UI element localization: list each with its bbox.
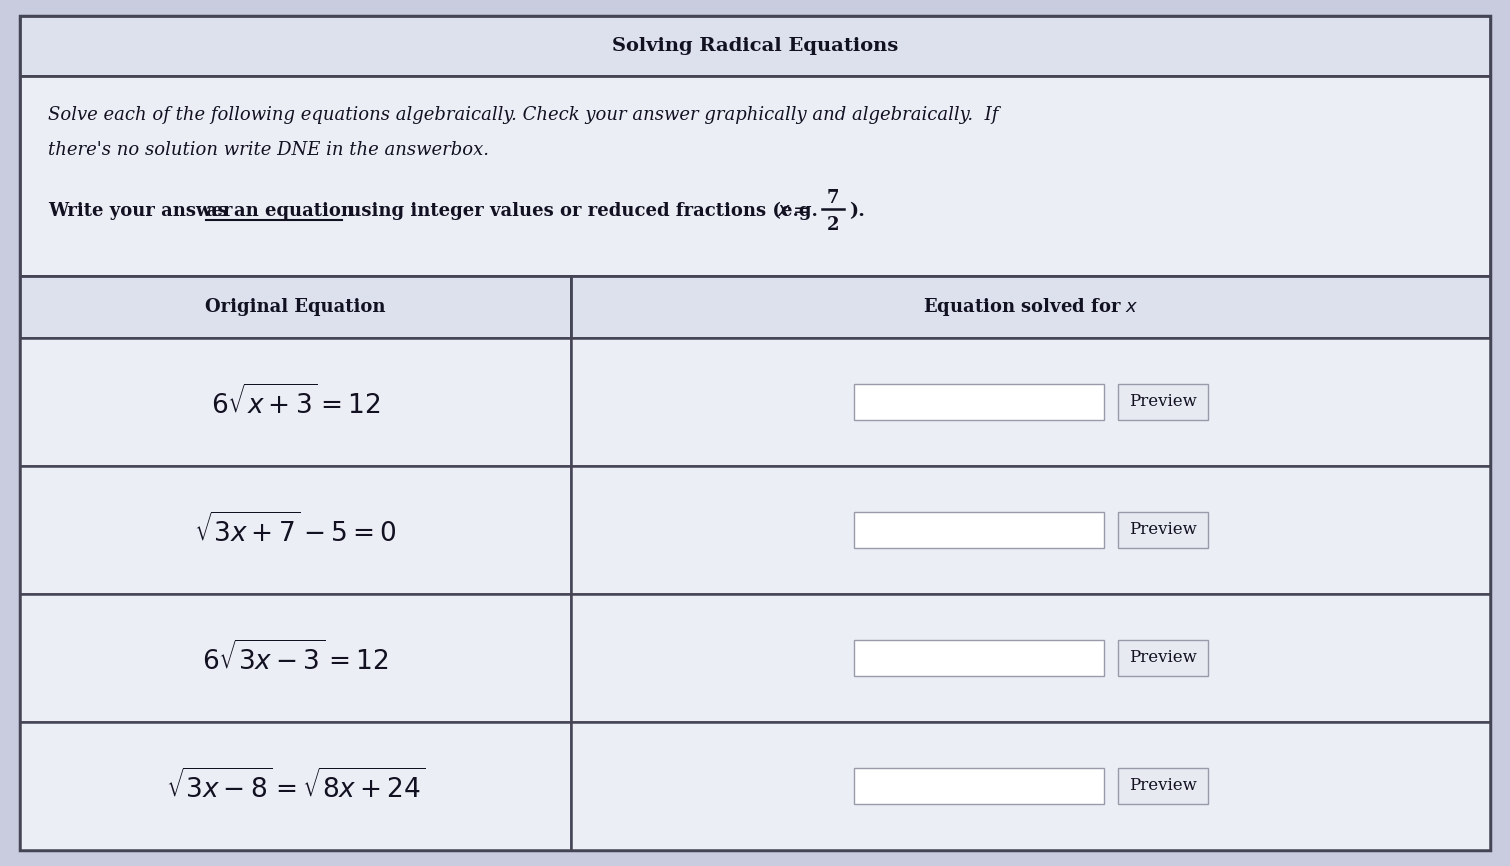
FancyBboxPatch shape xyxy=(853,640,1104,676)
Text: $\sqrt{3x + 7} - 5 = 0$: $\sqrt{3x + 7} - 5 = 0$ xyxy=(195,513,397,547)
Text: $6\sqrt{3x - 3} = 12$: $6\sqrt{3x - 3} = 12$ xyxy=(202,641,388,675)
FancyBboxPatch shape xyxy=(1117,640,1208,676)
FancyBboxPatch shape xyxy=(571,466,1490,594)
Text: Write your answer: Write your answer xyxy=(48,202,239,220)
Text: Original Equation: Original Equation xyxy=(205,298,387,316)
FancyBboxPatch shape xyxy=(20,338,571,466)
Text: ).: ). xyxy=(849,202,865,220)
FancyBboxPatch shape xyxy=(853,512,1104,548)
FancyBboxPatch shape xyxy=(571,722,1490,850)
FancyBboxPatch shape xyxy=(20,594,571,722)
Text: 7: 7 xyxy=(827,189,840,207)
Text: Preview: Preview xyxy=(1128,521,1196,539)
Text: as an equation: as an equation xyxy=(205,202,353,220)
Text: Equation solved for $\mathit{x}$: Equation solved for $\mathit{x}$ xyxy=(923,296,1139,318)
Text: using integer values or reduced fractions (e.g.: using integer values or reduced fraction… xyxy=(341,202,821,220)
Text: Preview: Preview xyxy=(1128,393,1196,410)
FancyBboxPatch shape xyxy=(1117,384,1208,420)
FancyBboxPatch shape xyxy=(20,76,1490,276)
FancyBboxPatch shape xyxy=(571,594,1490,722)
FancyBboxPatch shape xyxy=(1117,768,1208,804)
Text: $6\sqrt{x + 3} = 12$: $6\sqrt{x + 3} = 12$ xyxy=(211,385,381,419)
FancyBboxPatch shape xyxy=(853,384,1104,420)
FancyBboxPatch shape xyxy=(20,16,1490,76)
Text: Preview: Preview xyxy=(1128,650,1196,667)
FancyBboxPatch shape xyxy=(571,276,1490,338)
Text: Solve each of the following equations algebraically. Check your answer graphical: Solve each of the following equations al… xyxy=(48,106,998,124)
Text: there's no solution write DNE in the answerbox.: there's no solution write DNE in the ans… xyxy=(48,141,489,159)
Text: $\sqrt{3x - 8} = \sqrt{8x + 24}$: $\sqrt{3x - 8} = \sqrt{8x + 24}$ xyxy=(166,769,426,804)
Text: Solving Radical Equations: Solving Radical Equations xyxy=(612,37,898,55)
Text: 2: 2 xyxy=(827,216,840,234)
Text: Preview: Preview xyxy=(1128,778,1196,794)
FancyBboxPatch shape xyxy=(20,276,571,338)
FancyBboxPatch shape xyxy=(20,16,1490,850)
FancyBboxPatch shape xyxy=(20,466,571,594)
FancyBboxPatch shape xyxy=(853,768,1104,804)
Text: $x = $: $x = $ xyxy=(778,202,809,220)
FancyBboxPatch shape xyxy=(20,722,571,850)
FancyBboxPatch shape xyxy=(571,338,1490,466)
FancyBboxPatch shape xyxy=(1117,512,1208,548)
